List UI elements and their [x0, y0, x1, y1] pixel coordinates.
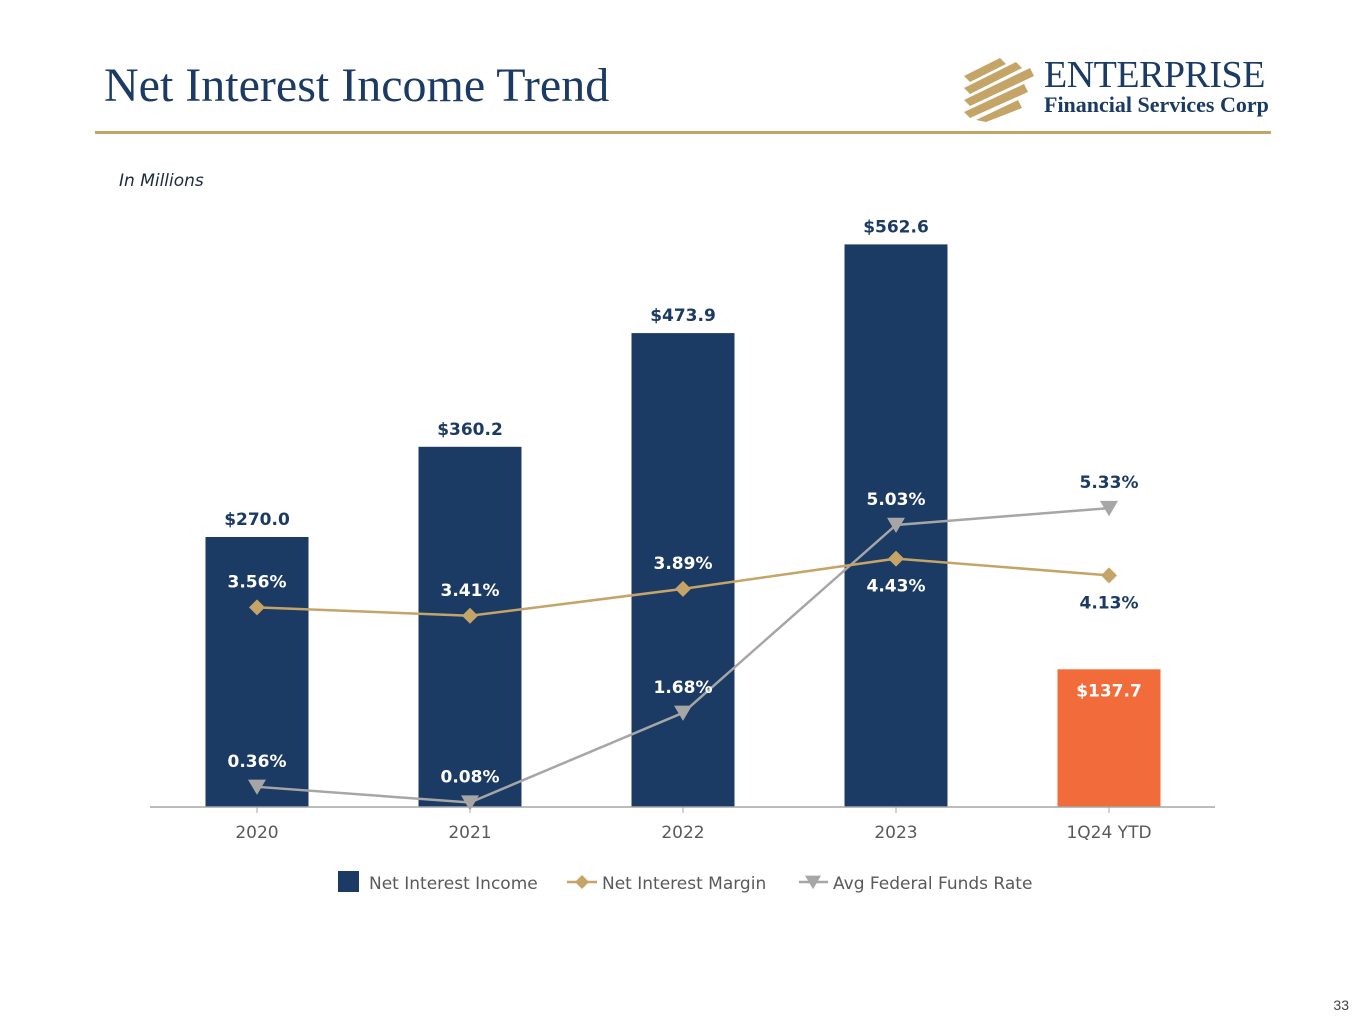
- fed-funds-label: 0.36%: [228, 752, 287, 772]
- page-number: 33: [1333, 997, 1349, 1013]
- bar-value-label: $137.7: [1076, 681, 1142, 701]
- fed-funds-point: [248, 779, 266, 795]
- nim-label: 4.43%: [867, 577, 926, 597]
- x-tick-label: 2020: [235, 823, 278, 843]
- bar-value-label: $473.9: [650, 306, 716, 326]
- bar-value-label: $360.2: [437, 420, 503, 440]
- nim-label: 3.56%: [228, 572, 287, 592]
- fed-funds-label: 5.03%: [867, 490, 926, 510]
- logo-stripes-icon: [964, 58, 1034, 122]
- fed-funds-point: [461, 795, 479, 811]
- legend-label-nii: Net Interest Income: [369, 874, 538, 894]
- legend-label-nim: Net Interest Margin: [602, 874, 766, 894]
- bar-value-label: $270.0: [224, 510, 290, 530]
- legend-marker-ffr: [805, 875, 821, 890]
- legend-marker-nim: [575, 875, 589, 889]
- nim-point: [249, 599, 265, 616]
- fed-funds-label: 0.08%: [441, 768, 500, 788]
- company-logo: ENTERPRISE Financial Services Corp: [962, 56, 1274, 122]
- nim-point: [888, 550, 904, 567]
- legend-swatch-nii: [338, 871, 359, 892]
- fed-funds-label: 5.33%: [1080, 473, 1139, 493]
- units-note: In Millions: [119, 171, 204, 191]
- legend-label-ffr: Avg Federal Funds Rate: [833, 874, 1032, 894]
- fed-funds-point: [1100, 500, 1118, 517]
- nim-label: 3.41%: [441, 581, 500, 601]
- fed-funds-point: [674, 705, 692, 721]
- bar-value-label: $562.6: [863, 217, 929, 237]
- bar-2021: [418, 446, 522, 807]
- title-divider: [95, 131, 1271, 134]
- nim-point: [1101, 567, 1117, 584]
- nim-label: 3.89%: [654, 554, 713, 574]
- logo-wordmark: ENTERPRISE: [1044, 54, 1265, 96]
- nim-point: [675, 580, 691, 597]
- x-tick-label: 2022: [661, 823, 704, 843]
- logo-subtitle: Financial Services Corp: [1044, 92, 1269, 117]
- page-title: Net Interest Income Trend: [104, 59, 610, 112]
- nim-point: [462, 607, 478, 624]
- fed-funds-point: [887, 517, 905, 534]
- bar-1q24-ytd: [1057, 669, 1161, 807]
- x-tick-label: 1Q24 YTD: [1066, 823, 1151, 843]
- nim-label: 4.13%: [1080, 593, 1139, 613]
- bar-2020: [205, 537, 309, 807]
- x-tick-label: 2023: [874, 823, 917, 843]
- fed-funds-label: 1.68%: [654, 678, 713, 698]
- x-tick-label: 2021: [448, 823, 491, 843]
